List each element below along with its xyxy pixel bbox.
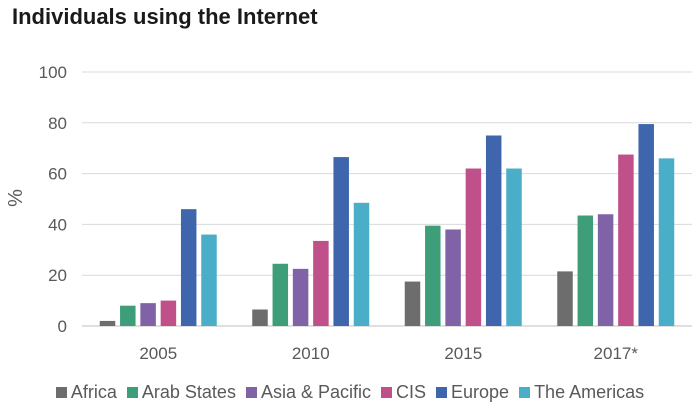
legend-swatch <box>381 387 392 398</box>
legend-label: Europe <box>451 382 510 402</box>
legend-label: The Americas <box>534 382 645 402</box>
bar-arab-states-2017 <box>577 215 594 326</box>
legend-label: Africa <box>70 382 117 402</box>
legend-item: Europe <box>436 382 509 403</box>
bar-africa-2015 <box>404 281 421 326</box>
legend-label: Asia & Pacific <box>260 382 371 402</box>
bar-africa-2017 <box>557 271 573 326</box>
bar-europe-2015 <box>485 135 502 326</box>
y-tick-label: 40 <box>48 215 67 234</box>
legend-swatch <box>55 387 67 398</box>
bar-africa-2010 <box>252 309 268 326</box>
y-tick-label: 60 <box>48 165 67 184</box>
bar-arab-states-2015 <box>425 225 441 326</box>
legend-swatch <box>126 387 138 398</box>
bar-europe-2010 <box>333 157 349 326</box>
legend-item: The Americas <box>519 382 644 403</box>
legend-swatch <box>436 387 448 398</box>
x-tick-label: 2005 <box>139 344 177 363</box>
bar-cis-2015 <box>465 168 482 326</box>
y-tick-label: 0 <box>58 317 67 336</box>
bar-cis-2005 <box>160 300 177 326</box>
bar-arab-states-2010 <box>272 263 289 326</box>
legend-item: Arab States <box>126 382 236 403</box>
y-tick-labels: 0 20 40 60 80 100 <box>39 63 67 336</box>
y-tick-label: 20 <box>48 266 67 285</box>
x-tick-label: 2015 <box>444 344 482 363</box>
bar-arab-states-2005 <box>120 305 136 326</box>
bar-the-americas-2017 <box>658 158 675 326</box>
bar-asia-pacific-2015 <box>445 229 461 326</box>
legend-swatch <box>519 387 531 398</box>
legend-label: CIS <box>396 382 427 402</box>
legend-item: Africa <box>55 382 117 403</box>
bar-cis-2010 <box>313 240 329 326</box>
legend-swatch <box>245 387 257 398</box>
y-tick-label: 80 <box>48 114 67 133</box>
bars <box>99 124 675 326</box>
bar-europe-2017 <box>638 124 654 326</box>
chart-plot: 0 20 40 60 80 100 2005 2010 2015 2017* % <box>5 63 692 363</box>
legend-item: CIS <box>381 382 426 403</box>
bar-europe-2005 <box>180 209 197 326</box>
bar-the-americas-2005 <box>201 234 217 326</box>
legend-item: Asia & Pacific <box>245 382 371 403</box>
y-axis-label: % <box>5 189 27 207</box>
bar-asia-pacific-2005 <box>140 303 156 326</box>
y-tick-label: 100 <box>39 63 67 82</box>
chart-title: Individuals using the Internet <box>12 4 318 29</box>
x-tick-label: 2017* <box>594 344 639 363</box>
bar-the-americas-2010 <box>353 202 370 326</box>
bar-asia-pacific-2010 <box>292 268 309 326</box>
x-tick-label: 2010 <box>292 344 330 363</box>
legend-label: Arab States <box>141 382 236 402</box>
bar-asia-pacific-2017 <box>597 214 614 326</box>
bar-africa-2005 <box>99 320 116 326</box>
legend: Africa Arab States Asia & Pacific CIS Europe… <box>0 382 700 403</box>
bar-cis-2017 <box>618 154 634 326</box>
bar-the-americas-2015 <box>506 168 522 326</box>
x-tick-labels: 2005 2010 2015 2017* <box>139 344 638 363</box>
